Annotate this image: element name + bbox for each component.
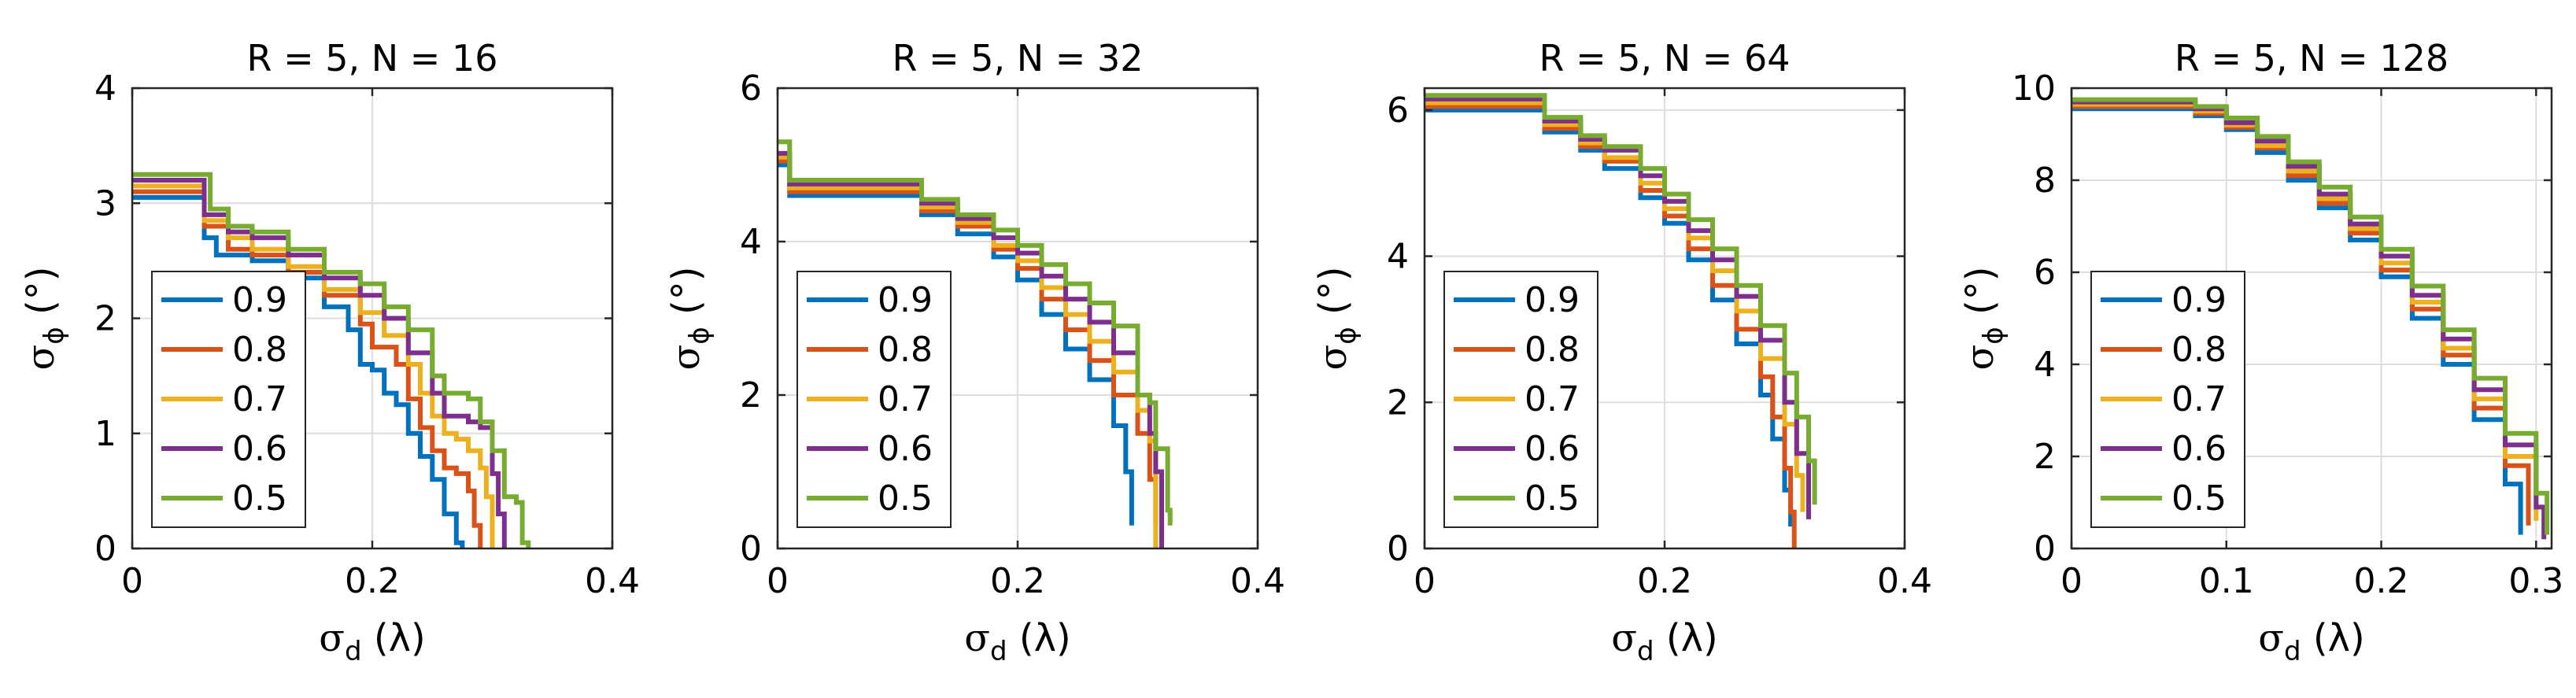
y-axis-label: σϕ (°) xyxy=(19,267,70,371)
y-tick-label: 8 xyxy=(2034,161,2056,201)
series-line-0.5 xyxy=(1425,93,1817,505)
x-axis-label: σd (λ) xyxy=(2258,616,2364,667)
x-tick-label: 0 xyxy=(1414,561,1436,601)
legend-label-0.6: 0.6 xyxy=(878,429,933,469)
y-tick-label: 4 xyxy=(2034,345,2056,385)
y-tick-label: 6 xyxy=(2034,253,2056,293)
legend-label-0.9: 0.9 xyxy=(232,280,287,320)
y-tick-label: 0 xyxy=(740,529,762,569)
y-axis-label: σϕ (°) xyxy=(1958,267,2009,371)
y-axis-label: σϕ (°) xyxy=(1311,267,1362,371)
legend-label-0.6: 0.6 xyxy=(232,429,287,469)
y-tick-label: 4 xyxy=(94,68,116,109)
legend-label-0.9: 0.9 xyxy=(1525,280,1580,320)
legend: 0.9 0.8 0.7 0.6 0.5 xyxy=(796,271,952,528)
legend-label-0.8: 0.8 xyxy=(878,330,933,370)
y-tick-label: 2 xyxy=(1387,382,1409,423)
series-line-0.9 xyxy=(132,194,465,548)
legend-label-0.9: 0.9 xyxy=(2171,280,2227,320)
x-tick-label: 0 xyxy=(767,561,789,601)
y-tick-label: 6 xyxy=(740,68,762,109)
y-tick-label: 6 xyxy=(1387,90,1409,131)
x-tick-label: 0.1 xyxy=(2199,561,2254,601)
axes-box xyxy=(2070,87,2553,550)
y-axis-label: σϕ (°) xyxy=(664,267,715,371)
legend-label-0.5: 0.5 xyxy=(1525,478,1580,519)
legend-label-0.5: 0.5 xyxy=(232,478,287,519)
x-axis-label: σd (λ) xyxy=(964,616,1070,667)
y-tick-label: 0 xyxy=(2034,529,2056,569)
y-tick-label: 4 xyxy=(1387,237,1409,277)
x-tick-label: 0 xyxy=(121,561,143,601)
x-tick-label: 0.2 xyxy=(1637,561,1692,601)
y-tick-label: 4 xyxy=(740,222,762,262)
legend-label-0.8: 0.8 xyxy=(2171,330,2227,370)
x-tick-label: 0.2 xyxy=(345,561,400,601)
legend-label-0.7: 0.7 xyxy=(878,379,933,419)
chart-title: R = 5, N = 128 xyxy=(2175,37,2448,79)
legend: 0.9 0.8 0.7 0.6 0.5 xyxy=(2090,271,2245,528)
x-tick-label: 0.2 xyxy=(2354,561,2409,601)
x-tick-label: 0.3 xyxy=(2508,561,2563,601)
x-tick-label: 0.2 xyxy=(990,561,1045,601)
x-tick-label: 0.4 xyxy=(1230,561,1285,601)
series-line-0.5 xyxy=(778,139,1173,526)
chart-title: R = 5, N = 32 xyxy=(893,37,1144,79)
legend-label-0.5: 0.5 xyxy=(878,478,933,519)
x-axis-label: σd (λ) xyxy=(319,616,425,667)
y-tick-label: 10 xyxy=(2012,68,2056,109)
series-line-0.8 xyxy=(132,189,483,548)
y-tick-label: 2 xyxy=(2034,437,2056,477)
x-tick-label: 0.4 xyxy=(1877,561,1932,601)
y-tick-label: 1 xyxy=(94,414,116,454)
legend-label-0.8: 0.8 xyxy=(1525,330,1580,370)
y-tick-label: 3 xyxy=(94,183,116,223)
series-line-0.9 xyxy=(778,162,1134,526)
legend-label-0.9: 0.9 xyxy=(878,280,933,320)
series-line-0.5 xyxy=(132,172,531,548)
legend-label-0.6: 0.6 xyxy=(2171,429,2227,469)
y-tick-label: 0 xyxy=(1387,529,1409,569)
y-tick-label: 0 xyxy=(94,529,116,569)
legend-label-0.7: 0.7 xyxy=(1525,379,1580,419)
y-tick-label: 2 xyxy=(740,375,762,415)
chart-panel-4: 0 0.1 0.2 0.3 0 2 4 6 8 10 R = 5, N = 128 σd (λ) σϕ … xyxy=(1958,37,2563,667)
x-tick-label: 0.4 xyxy=(585,561,640,601)
chart-panel-1: 0 0.2 0.4 0 1 2 3 4 R = 5, N = 16 σd (λ) σϕ (°) 0.9… xyxy=(19,37,640,667)
legend-label-0.7: 0.7 xyxy=(232,379,287,419)
legend-label-0.5: 0.5 xyxy=(2171,478,2227,519)
chart-title: R = 5, N = 64 xyxy=(1539,37,1791,79)
x-axis-label: σd (λ) xyxy=(1611,616,1717,667)
legend: 0.9 0.8 0.7 0.6 0.5 xyxy=(151,271,306,528)
legend: 0.9 0.8 0.7 0.6 0.5 xyxy=(1443,271,1598,528)
series-line-0.5 xyxy=(2072,97,2550,535)
chart-title: R = 5, N = 16 xyxy=(247,37,498,79)
x-tick-label: 0 xyxy=(2060,561,2083,601)
y-tick-label: 2 xyxy=(94,299,116,339)
legend-label-0.7: 0.7 xyxy=(2171,379,2227,419)
legend-label-0.8: 0.8 xyxy=(232,330,287,370)
legend-label-0.6: 0.6 xyxy=(1525,429,1580,469)
